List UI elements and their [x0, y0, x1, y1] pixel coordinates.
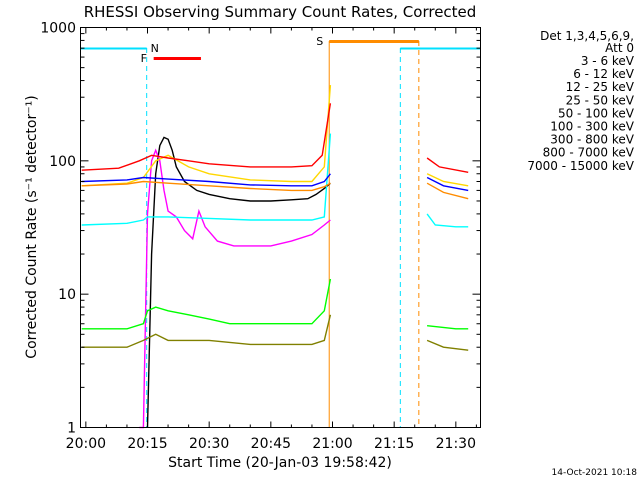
flare-flag-label: F — [141, 52, 147, 65]
legend-header-detectors: Det 1,3,4,5,6,9, — [540, 29, 634, 43]
series-line — [426, 213, 469, 228]
x-axis-label: Start Time (20-Jan-03 19:58:42) — [168, 455, 392, 471]
series-line — [426, 176, 469, 192]
series-line — [81, 103, 332, 171]
saa-flag-label: S — [316, 35, 323, 48]
x-tick-label: 20:00 — [66, 436, 106, 452]
legend-entry: 800 - 7000 keV — [543, 146, 635, 160]
chart-title: RHESSI Observing Summary Count Rates, Co… — [84, 3, 477, 21]
series-line — [146, 136, 331, 428]
y-axis: 1 10 100 1000 — [40, 21, 481, 437]
series-line — [426, 182, 469, 200]
legend-entry: 7000 - 15000 keV — [527, 159, 634, 173]
series-line — [426, 157, 469, 173]
series-line — [427, 325, 469, 330]
timestamp: 14-Oct-2021 10:18 — [552, 468, 638, 478]
series-line — [81, 278, 332, 330]
y-tick-label: 10 — [58, 287, 76, 303]
plot-frame — [80, 27, 481, 428]
series-line — [81, 133, 332, 226]
y-tick-label: 100 — [49, 154, 76, 170]
series-line — [426, 173, 469, 187]
legend-entry: 100 - 300 keV — [550, 120, 634, 134]
y-tick-label: 1000 — [40, 21, 76, 37]
x-tick-label: 20:15 — [127, 436, 167, 452]
legend-entry: 25 - 50 keV — [566, 93, 635, 107]
legend-entry: 3 - 6 keV — [581, 54, 635, 68]
series-line — [81, 85, 332, 187]
plot-area: NF S — [80, 35, 481, 429]
x-axis: 20:00 20:15 20:30 20:45 21:00 21:15 21:30 — [66, 27, 477, 452]
series-line — [81, 173, 331, 187]
x-tick-label: 20:45 — [251, 436, 291, 452]
series-line — [81, 314, 332, 348]
x-tick-label: 21:30 — [436, 436, 476, 452]
y-axis-label: Corrected Count Rate (s⁻¹ detector⁻¹) — [24, 95, 40, 358]
night-flag-label: N — [151, 42, 159, 55]
series-line — [426, 339, 469, 351]
legend-entry: 300 - 800 keV — [550, 133, 634, 147]
legend-entry: 50 - 100 keV — [558, 106, 635, 120]
series-line — [81, 180, 331, 192]
series-line — [139, 148, 331, 429]
x-tick-label: 20:30 — [189, 436, 229, 452]
legend-entry: 6 - 12 keV — [573, 67, 635, 81]
x-tick-label: 21:00 — [312, 436, 352, 452]
legend-entry: 12 - 25 keV — [566, 80, 635, 94]
x-tick-label: 21:15 — [374, 436, 414, 452]
legend-header-attenuator: Att 0 — [605, 41, 634, 55]
y-tick-label: 1 — [67, 421, 76, 437]
